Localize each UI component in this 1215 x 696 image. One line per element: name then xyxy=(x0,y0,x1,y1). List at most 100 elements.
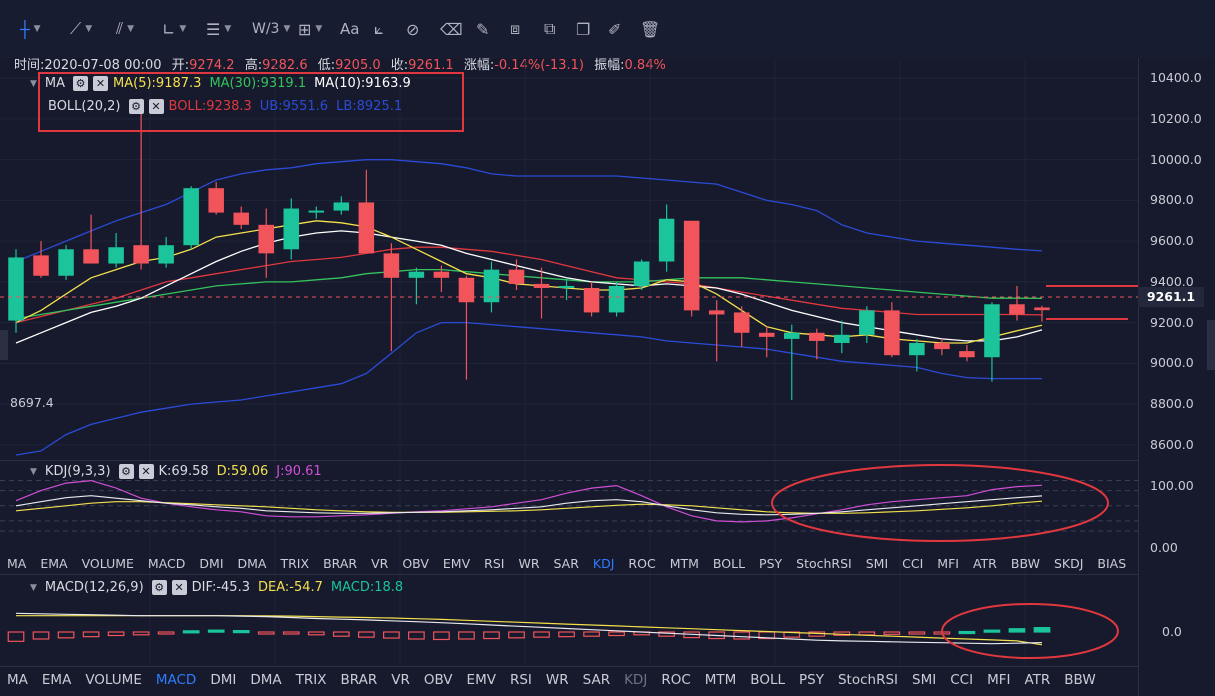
crosshair-icon[interactable]: ┼ ▼ xyxy=(20,19,41,39)
trend-line-icon[interactable]: ⟋ ▼ xyxy=(70,19,93,38)
collapse-chevron-icon[interactable]: ▼ xyxy=(30,466,37,477)
close-icon[interactable]: ✕ xyxy=(93,76,109,91)
indicator-tab-rsi[interactable]: RSI xyxy=(484,555,505,571)
indicator-tab-vr[interactable]: VR xyxy=(371,555,389,571)
indicator-tab-ema[interactable]: EMA xyxy=(40,555,68,571)
price-axis[interactable] xyxy=(1138,58,1215,696)
indicator-tab-macd[interactable]: MACD xyxy=(147,555,186,571)
boll-value: BOLL:9238.3 xyxy=(168,99,252,114)
close-icon[interactable]: ✕ xyxy=(138,464,154,479)
gear-icon[interactable]: ⚙ xyxy=(128,99,144,114)
indicator-tabs-bottom: MA EMA VOLUME MACD DMI DMA TRIX BRAR VR OBV EMV RSI… xyxy=(0,669,1103,691)
pen-icon[interactable]: ✎ xyxy=(476,19,490,39)
candle-body xyxy=(158,245,174,264)
indicator-tab-smi[interactable]: SMI xyxy=(865,555,889,571)
indicator-tab-boll[interactable]: BOLL xyxy=(712,555,746,571)
parallel-lines-icon[interactable]: ☰ ▼ xyxy=(206,19,232,39)
gear-icon[interactable]: ⚙ xyxy=(73,76,89,91)
indicator-tab-obv[interactable]: OBV xyxy=(423,672,453,688)
indicator-tab-vr[interactable]: VR xyxy=(391,672,410,688)
macd-histogram-bar xyxy=(57,631,75,639)
magnet-icon[interactable]: ⊘ xyxy=(406,19,420,39)
indicator-tab-kdj[interactable]: KDJ xyxy=(624,672,648,688)
indicator-tab-sar[interactable]: SAR xyxy=(553,555,579,571)
indicator-tab-psy[interactable]: PSY xyxy=(759,555,783,571)
copy-icon[interactable]: ⧉ xyxy=(544,19,556,38)
macd-histogram-bar xyxy=(157,631,175,635)
indicator-tab-ma[interactable]: MA xyxy=(7,672,28,688)
indicator-tab-ma[interactable]: MA xyxy=(7,555,27,571)
indicator-tab-stochrsi[interactable]: StochRSI xyxy=(837,672,899,688)
text-icon[interactable]: Aa xyxy=(340,20,360,38)
indicator-tab-emv[interactable]: EMV xyxy=(466,672,496,688)
settings-sliders-icon[interactable]: ⧈ xyxy=(510,19,521,38)
ruler-measure-icon[interactable]: ⟀ xyxy=(374,19,384,38)
indicator-tab-dmi[interactable]: DMI xyxy=(199,555,224,571)
gear-icon[interactable]: ⚙ xyxy=(118,464,134,479)
indicator-tab-brar[interactable]: BRAR xyxy=(323,555,358,571)
indicator-tab-cci[interactable]: CCI xyxy=(902,555,924,571)
low-value: 9205.0 xyxy=(335,58,381,73)
indicator-tab-trix[interactable]: TRIX xyxy=(280,555,310,571)
indicator-tab-obv[interactable]: OBV xyxy=(402,555,429,571)
indicator-tab-trix[interactable]: TRIX xyxy=(295,672,327,688)
indicator-tab-mtm[interactable]: MTM xyxy=(669,555,699,571)
indicator-tab-atr[interactable]: ATR xyxy=(1024,672,1051,688)
indicator-tab-rsi[interactable]: RSI xyxy=(509,672,532,688)
indicator-tab-boll[interactable]: BOLL xyxy=(750,672,785,688)
indicator-tab-cci[interactable]: CCI xyxy=(950,672,974,688)
kdj-legend: ▼ KDJ(9,3,3) ⚙ ✕ K:69.58 D:59.06 J:90.61 xyxy=(30,464,322,479)
indicator-tab-mfi[interactable]: MFI xyxy=(937,555,959,571)
left-scroll-handle xyxy=(0,330,8,360)
indicator-tab-roc[interactable]: ROC xyxy=(661,672,691,688)
close-icon[interactable]: ✕ xyxy=(171,580,187,595)
indicator-tab-wr[interactable]: WR xyxy=(545,672,569,688)
rectangle-icon[interactable]: ⊞ ▼ xyxy=(298,19,323,39)
indicator-tab-bbw[interactable]: BBW xyxy=(1064,672,1096,688)
indicator-tab-psy[interactable]: PSY xyxy=(799,672,824,688)
indicator-tab-roc[interactable]: ROC xyxy=(628,555,656,571)
candle-body xyxy=(383,253,400,278)
indicator-tab-dma[interactable]: DMA xyxy=(250,672,282,688)
eraser-icon[interactable]: ⌫ xyxy=(440,19,463,39)
multi-line-icon[interactable]: ⫽ ▼ xyxy=(116,19,135,38)
macd-axis-label: 0.0 xyxy=(1162,624,1182,639)
indicator-tab-atr[interactable]: ATR xyxy=(972,555,997,571)
candle-body xyxy=(809,332,825,341)
indicator-tab-dmi[interactable]: DMI xyxy=(210,672,237,688)
collapse-chevron-icon[interactable]: ▼ xyxy=(30,78,37,89)
candle-body xyxy=(834,334,850,343)
indicator-tab-dma[interactable]: DMA xyxy=(237,555,267,571)
indicator-tab-bias[interactable]: BIAS xyxy=(1097,555,1127,571)
indicator-tab-mtm[interactable]: MTM xyxy=(704,672,737,688)
close-icon[interactable]: ✕ xyxy=(148,99,164,114)
indicator-tab-volume[interactable]: VOLUME xyxy=(81,555,134,571)
right-scroll-handle xyxy=(1207,320,1215,370)
indicator-tab-stochrsi[interactable]: StochRSI xyxy=(796,555,852,571)
indicator-tab-volume[interactable]: VOLUME xyxy=(85,672,142,688)
indicator-tab-ema[interactable]: EMA xyxy=(41,672,72,688)
indicator-tab-smi[interactable]: SMI xyxy=(912,672,937,688)
edit-icon[interactable]: ✐ xyxy=(608,19,622,39)
indicator-tab-skdj[interactable]: SKDJ xyxy=(1053,555,1084,571)
gear-icon[interactable]: ⚙ xyxy=(151,580,167,595)
indicator-tab-sar[interactable]: SAR xyxy=(582,672,611,688)
angle-icon[interactable]: ∟ ▼ xyxy=(162,19,187,39)
indicator-tab-kdj[interactable]: KDJ xyxy=(592,555,615,571)
macd-histogram-bar xyxy=(232,629,250,634)
collapse-chevron-icon[interactable]: ▼ xyxy=(30,582,37,593)
candle-body xyxy=(708,310,725,315)
macd-histogram-bar xyxy=(908,631,926,635)
edit-icon[interactable]: ❐ xyxy=(576,19,591,39)
trash-icon[interactable]: 🗑 xyxy=(640,19,661,39)
candle-body xyxy=(458,277,475,303)
indicator-tab-wr[interactable]: WR xyxy=(518,555,540,571)
macd-dea-value: DEA:-54.7 xyxy=(258,580,323,595)
indicator-tab-mfi[interactable]: MFI xyxy=(987,672,1011,688)
indicator-tab-bbw[interactable]: BBW xyxy=(1010,555,1040,571)
indicator-tab-brar[interactable]: BRAR xyxy=(340,672,378,688)
indicator-tab-emv[interactable]: EMV xyxy=(442,555,471,571)
fibonacci-icon[interactable]: W/3 ▼ xyxy=(252,21,291,37)
indicator-tab-macd[interactable]: MACD xyxy=(155,672,197,688)
